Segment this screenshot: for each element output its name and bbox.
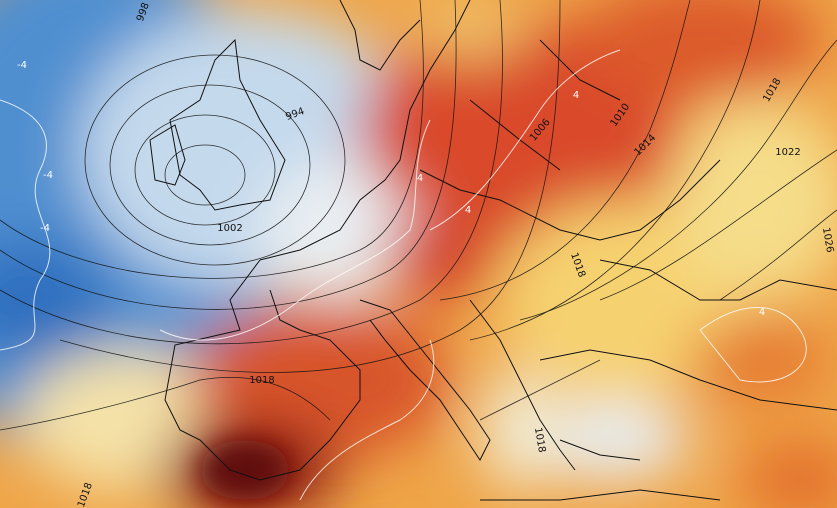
isotherm-labels: -4 -4 -4 4 4 4 4 (17, 60, 765, 318)
isotherm-label: 4 (417, 173, 423, 184)
isotherm-label: -4 (43, 170, 53, 181)
isotherm-label: 4 (573, 90, 579, 101)
isobar-label: 1018 (249, 375, 274, 386)
isotherms (0, 49, 807, 501)
isotherm-label: 4 (759, 307, 765, 318)
isotherm-label: 4 (465, 205, 471, 216)
isobars (0, 0, 837, 431)
isobar-label: 1022 (775, 147, 800, 158)
isotherm-label: -4 (17, 60, 27, 71)
coastlines (149, 0, 837, 501)
isobar-label: 1026 (820, 227, 835, 254)
isobar-label: 1018 (532, 427, 547, 454)
isobar-label: 1002 (217, 223, 242, 234)
isotherm-label: -4 (40, 223, 50, 234)
